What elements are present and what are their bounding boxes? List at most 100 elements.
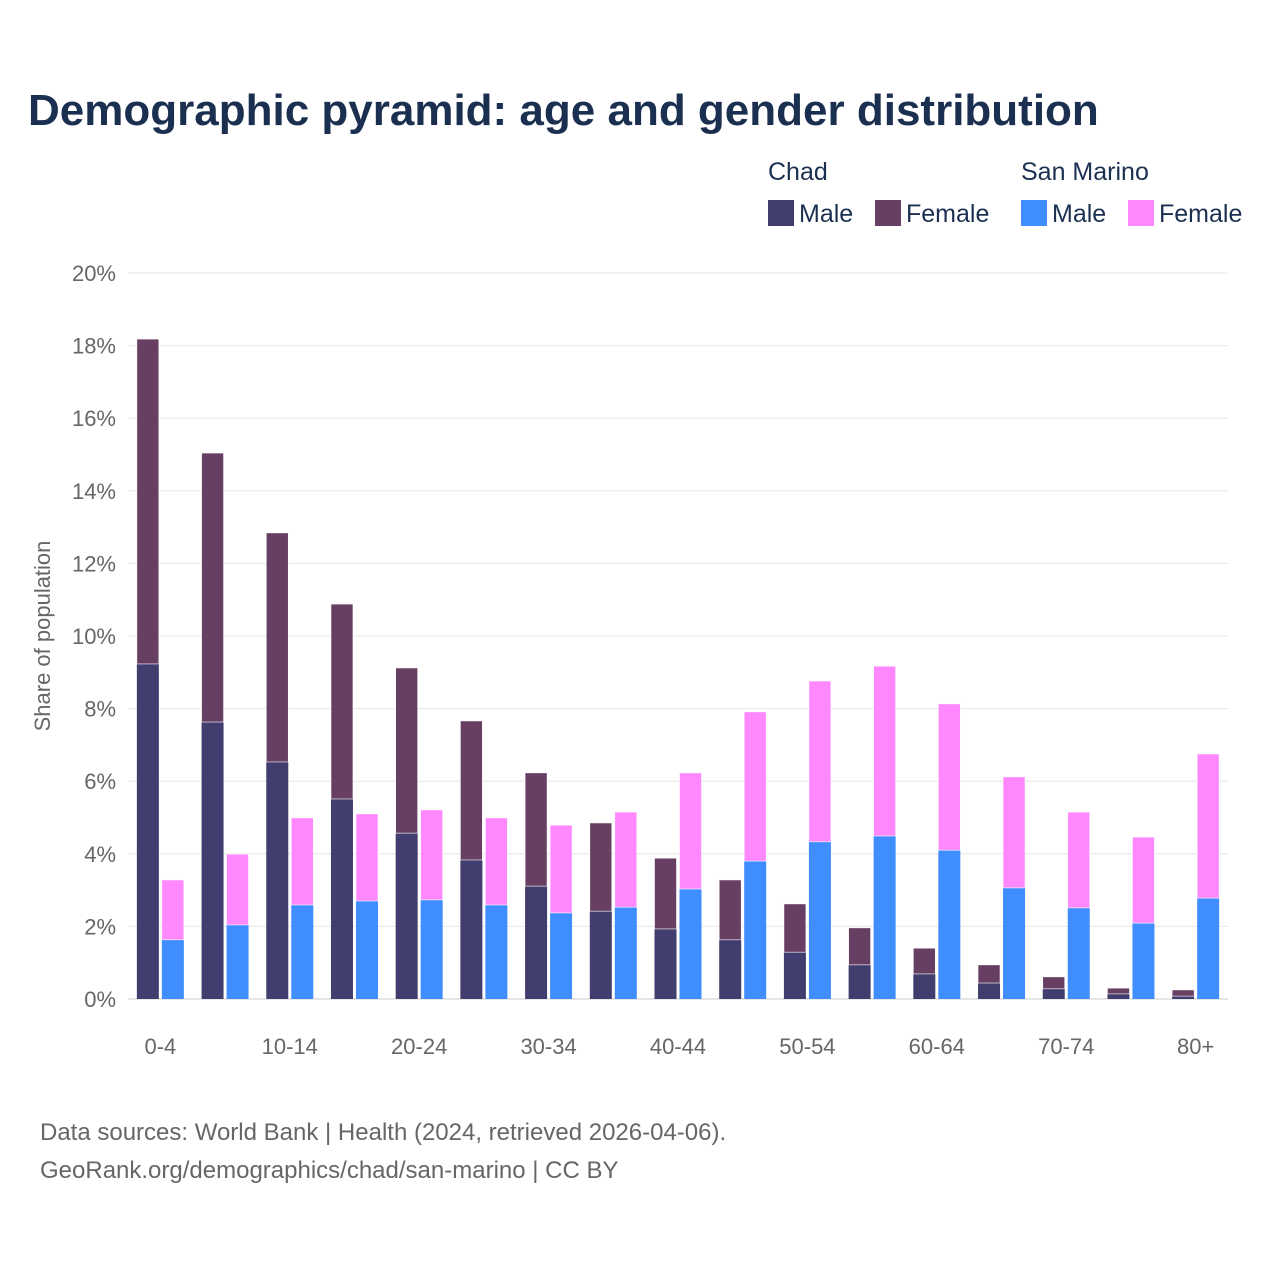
- bar-chad-male: [913, 973, 936, 999]
- bar-chad-male: [1042, 988, 1065, 999]
- bar-san-marino-female: [1132, 836, 1155, 924]
- x-tick-label: 60-64: [909, 1034, 965, 1059]
- bar-chad-male: [719, 939, 742, 999]
- bar-san-marino-male: [226, 924, 249, 999]
- bar-san-marino-female: [1002, 776, 1026, 889]
- y-tick-label: 6%: [84, 769, 116, 794]
- legend-swatch-sm-male: [1021, 200, 1047, 226]
- x-ticks: 0-4 10-14 20-24 30-34 40-44 50-54 60-64 70-74 80…: [144, 1034, 1214, 1059]
- bar-chad-female: [977, 964, 1001, 984]
- bar-san-marino-female: [614, 811, 638, 908]
- bar-chad-male: [654, 928, 677, 999]
- bar-san-marino-male: [938, 850, 961, 999]
- legend-swatch-sm-female: [1128, 200, 1154, 226]
- x-tick-label: 20-24: [391, 1034, 447, 1059]
- bar-chad-male: [395, 833, 418, 999]
- bar-chad-male: [330, 798, 353, 999]
- bar-san-marino-female: [1196, 753, 1220, 899]
- y-tick-label: 10%: [72, 624, 116, 649]
- y-axis-label: Share of population: [30, 541, 55, 732]
- x-tick-label: 80+: [1177, 1034, 1214, 1059]
- legend-swatch-chad-male: [768, 200, 794, 226]
- y-tick-label: 4%: [84, 842, 116, 867]
- y-tick-label: 12%: [72, 551, 116, 576]
- legend: Chad Male Female San Marino Male Female: [768, 158, 1242, 228]
- bar-chad-female: [1107, 987, 1130, 995]
- bar-san-marino-male: [1132, 923, 1155, 999]
- chart-title: Demographic pyramid: age and gender dist…: [28, 86, 1099, 135]
- bar-san-marino-female: [420, 809, 443, 901]
- bar-san-marino-male: [291, 904, 314, 999]
- bar-chad-female: [913, 947, 936, 975]
- legend-label-sm-male: Male: [1052, 200, 1106, 228]
- bar-san-marino-female: [226, 853, 249, 926]
- bar-chad-female: [136, 338, 160, 665]
- bar-chad-male: [848, 964, 871, 999]
- y-tick-label: 20%: [72, 261, 116, 286]
- bar-chad-female: [1171, 989, 1195, 997]
- bar-chad-male: [978, 983, 1001, 999]
- bars: [136, 338, 1220, 999]
- bar-chad-female: [201, 452, 224, 723]
- legend-label-chad-male: Male: [799, 200, 853, 228]
- y-tick-label: 2%: [84, 914, 116, 939]
- bar-chad-female: [524, 772, 548, 887]
- bar-chad-female: [848, 927, 871, 966]
- bar-chad-female: [654, 857, 677, 930]
- bar-san-marino-female: [679, 772, 702, 890]
- bar-chad-female: [589, 822, 613, 912]
- bar-san-marino-male: [1003, 887, 1026, 999]
- bar-chad-male: [1172, 996, 1195, 999]
- bar-san-marino-male: [420, 899, 443, 999]
- bar-san-marino-female: [549, 824, 573, 914]
- legend-group-chad: Chad: [768, 158, 828, 186]
- y-tick-label: 14%: [72, 479, 116, 504]
- bar-chad-male: [201, 722, 224, 999]
- bar-san-marino-female: [873, 665, 896, 837]
- bar-san-marino-female: [355, 813, 379, 902]
- y-tick-label: 16%: [72, 406, 116, 431]
- bar-san-marino-female: [161, 879, 185, 941]
- bar-san-marino-male: [614, 907, 637, 999]
- footer-credit: GeoRank.org/demographics/chad/san-marino…: [40, 1157, 619, 1184]
- bar-san-marino-male: [1197, 898, 1220, 999]
- y-tick-label: 8%: [84, 697, 116, 722]
- bar-chad-male: [589, 911, 612, 999]
- x-tick-label: 10-14: [262, 1034, 318, 1059]
- bar-chad-female: [330, 603, 354, 800]
- bar-chad-female: [395, 667, 418, 834]
- legend-label-sm-female: Female: [1159, 200, 1242, 228]
- legend-label-chad-female: Female: [906, 200, 989, 228]
- bar-san-marino-male: [808, 841, 831, 999]
- bar-san-marino-female: [938, 703, 961, 851]
- bar-chad-female: [460, 720, 483, 861]
- footer-source: Data sources: World Bank | Health (2024,…: [40, 1119, 726, 1146]
- y-ticks: 0% 2% 4% 6% 8% 10% 12% 14% 16% 18% 20%: [72, 261, 116, 1012]
- bar-chad-female: [265, 532, 289, 763]
- bar-chad-female: [783, 903, 807, 953]
- x-tick-label: 50-54: [779, 1034, 835, 1059]
- bar-san-marino-male: [485, 904, 508, 999]
- legend-swatch-chad-female: [875, 200, 901, 226]
- bar-san-marino-male: [1067, 907, 1090, 999]
- bar-san-marino-male: [355, 900, 378, 999]
- x-tick-label: 0-4: [144, 1034, 176, 1059]
- x-tick-label: 70-74: [1038, 1034, 1094, 1059]
- y-tick-label: 0%: [84, 987, 116, 1012]
- bar-san-marino-male: [550, 912, 573, 999]
- bar-san-marino-female: [1067, 811, 1091, 909]
- bar-chad-male: [266, 761, 289, 999]
- bar-san-marino-male: [161, 939, 184, 999]
- bar-chad-male: [1107, 993, 1130, 999]
- bar-chad-female: [718, 879, 742, 941]
- bar-san-marino-male: [873, 836, 896, 999]
- bar-chad-male: [460, 859, 483, 999]
- bar-chad-female: [1042, 976, 1066, 990]
- bar-chad-male: [783, 952, 806, 999]
- bar-san-marino-male: [679, 889, 702, 999]
- x-tick-label: 40-44: [650, 1034, 706, 1059]
- bar-chad-male: [525, 886, 548, 999]
- y-tick-label: 18%: [72, 334, 116, 359]
- bar-chad-male: [136, 663, 159, 999]
